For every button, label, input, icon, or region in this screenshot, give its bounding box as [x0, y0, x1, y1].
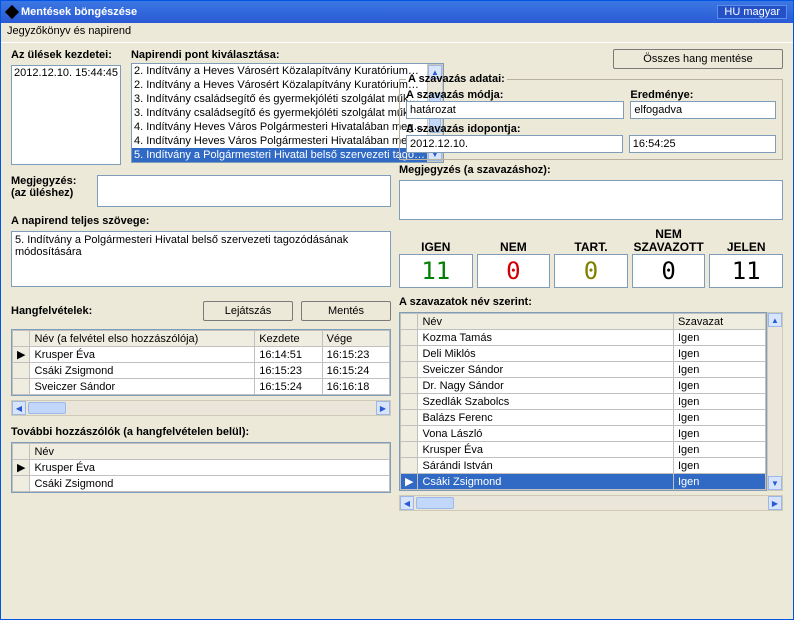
scroll-up-icon[interactable]: ▲	[768, 313, 782, 327]
vote-count-box: 0	[477, 254, 551, 288]
scroll-thumb[interactable]	[416, 497, 454, 509]
agenda-item[interactable]: 2. Indítvány a Heves Városért Közalapítv…	[132, 78, 427, 92]
vote-result-label: Eredménye:	[630, 89, 776, 101]
scroll-left-icon[interactable]: ◀	[12, 401, 26, 415]
agenda-item[interactable]: 2. Indítvány a Heves Városért Közalapítv…	[132, 64, 427, 78]
save-button[interactable]: Mentés	[301, 301, 391, 321]
vote-header: TART.	[554, 226, 628, 254]
scroll-left-icon[interactable]: ◀	[400, 496, 414, 510]
table-row[interactable]: Vona LászlóIgen	[401, 426, 766, 442]
menubar[interactable]: Jegyzőkönyv és napirend	[1, 23, 793, 43]
vote-count-box: 0	[632, 254, 706, 288]
recordings-hscroll[interactable]: ◀ ▶	[11, 400, 391, 416]
sessions-listbox[interactable]: 2012.12.10. 15:44:45	[11, 65, 121, 165]
table-row[interactable]: Sveiczer SándorIgen	[401, 362, 766, 378]
grid-header[interactable]: Név	[418, 314, 674, 330]
agenda-item[interactable]: 5. Indítvány a Polgármesteri Hivatal bel…	[132, 148, 427, 162]
table-row[interactable]: Csáki Zsigmond16:15:2316:15:24	[13, 363, 390, 379]
vote-mode-field[interactable]: határozat	[406, 101, 624, 119]
content-area: Az ülések kezdetei: 2012.12.10. 15:44:45…	[1, 43, 793, 619]
window-title: Mentések böngészése	[21, 6, 137, 18]
more-speakers-label: További hozzászólók (a hangfelvételen be…	[11, 426, 391, 438]
grid-header[interactable]: Név	[30, 444, 390, 460]
vote-count-box: 11	[399, 254, 473, 288]
agenda-fulltext-label: A napirend teljes szövege:	[11, 215, 391, 227]
more-speakers-grid[interactable]: Név▶Krusper ÉvaCsáki Zsigmond	[11, 442, 391, 493]
main-window: Mentések böngészése HU magyar Jegyzőköny…	[0, 0, 794, 620]
save-all-audio-button[interactable]: Összes hang mentése	[613, 49, 783, 69]
session-item[interactable]: 2012.12.10. 15:44:45	[12, 66, 120, 80]
agenda-fulltext-textarea[interactable]: 5. Indítvány a Polgármesteri Hivatal bel…	[11, 231, 391, 287]
vote-details-legend: A szavazás adatai:	[406, 73, 507, 85]
recordings-grid[interactable]: Név (a felvétel elso hozzászólója)Kezdet…	[11, 329, 391, 396]
vote-counts-row: IGEN11NEM0TART.0NEMSZAVAZOTT0JELEN11	[399, 226, 783, 288]
grid-header[interactable]: Kezdete	[255, 331, 322, 347]
scroll-down-icon[interactable]: ▼	[768, 476, 782, 490]
table-row[interactable]: ▶Krusper Éva	[13, 460, 390, 476]
grid-header[interactable]: Szavazat	[673, 314, 765, 330]
vote-count-box: 0	[554, 254, 628, 288]
vote-header: NEMSZAVAZOTT	[632, 226, 706, 254]
session-comment-label1: Megjegyzés:	[11, 175, 91, 187]
agenda-item[interactable]: 4. Indítvány Heves Város Polgármesteri H…	[132, 120, 427, 134]
vote-comment-label: Megjegyzés (a szavazáshoz):	[399, 164, 783, 176]
agenda-item[interactable]: 3. Indítvány családsegítő és gyermekjólé…	[132, 106, 427, 120]
titlebar[interactable]: Mentések böngészése HU magyar	[1, 1, 793, 23]
play-button[interactable]: Lejátszás	[203, 301, 293, 321]
byname-hscroll[interactable]: ◀ ▶	[399, 495, 783, 511]
table-row[interactable]: Krusper ÉvaIgen	[401, 442, 766, 458]
votes-byname-grid[interactable]: NévSzavazatKozma TamásIgenDeli MiklósIge…	[399, 312, 767, 491]
table-row[interactable]: Kozma TamásIgen	[401, 330, 766, 346]
vote-date-field[interactable]: 2012.12.10.	[406, 135, 623, 153]
scroll-right-icon[interactable]: ▶	[376, 401, 390, 415]
vote-time-field[interactable]: 16:54:25	[629, 135, 776, 153]
votes-byname-label: A szavazatok név szerint:	[399, 296, 783, 308]
grid-header[interactable]: Vége	[322, 331, 389, 347]
table-row[interactable]: Csáki Zsigmond	[13, 476, 390, 492]
table-row[interactable]: Balázs FerencIgen	[401, 410, 766, 426]
table-row[interactable]: Szedlák SzabolcsIgen	[401, 394, 766, 410]
byname-vscroll[interactable]: ▲ ▼	[767, 312, 783, 491]
table-row[interactable]: Deli MiklósIgen	[401, 346, 766, 362]
agenda-listbox[interactable]: 2. Indítvány a Heves Városért Közalapítv…	[131, 63, 444, 163]
vote-result-field[interactable]: elfogadva	[630, 101, 776, 119]
table-row[interactable]: Sveiczer Sándor16:15:2416:16:18	[13, 379, 390, 395]
sessions-label: Az ülések kezdetei:	[11, 49, 121, 61]
vote-header: IGEN	[399, 226, 473, 254]
session-comment-textarea[interactable]	[97, 175, 391, 207]
scroll-right-icon[interactable]: ▶	[768, 496, 782, 510]
scroll-thumb[interactable]	[28, 402, 66, 414]
vote-comment-field[interactable]	[399, 180, 783, 220]
agenda-item[interactable]: 4. Indítvány Heves Város Polgármesteri H…	[132, 134, 427, 148]
vote-header: JELEN	[709, 226, 783, 254]
table-row[interactable]: ▶Krusper Éva16:14:5116:15:23	[13, 347, 390, 363]
session-comment-label2: (az üléshez)	[11, 187, 91, 199]
vote-count-box: 11	[709, 254, 783, 288]
recordings-label: Hangfelvételek:	[11, 305, 195, 317]
app-icon	[5, 5, 19, 19]
vote-details-group: A szavazás adatai: A szavazás módja: hat…	[399, 73, 783, 160]
grid-header[interactable]: Név (a felvétel elso hozzászólója)	[30, 331, 255, 347]
table-row[interactable]: ▶Csáki ZsigmondIgen	[401, 474, 766, 490]
agenda-item[interactable]: 3. Indítvány családsegítő és gyermekjólé…	[132, 92, 427, 106]
table-row[interactable]: Dr. Nagy SándorIgen	[401, 378, 766, 394]
vote-time-label: A szavazás idopontja:	[406, 123, 776, 135]
vote-mode-label: A szavazás módja:	[406, 89, 624, 101]
vote-header: NEM	[477, 226, 551, 254]
table-row[interactable]: Sárándi IstvánIgen	[401, 458, 766, 474]
agenda-select-label: Napirendi pont kiválasztása:	[131, 49, 444, 61]
language-button[interactable]: HU magyar	[717, 5, 787, 19]
